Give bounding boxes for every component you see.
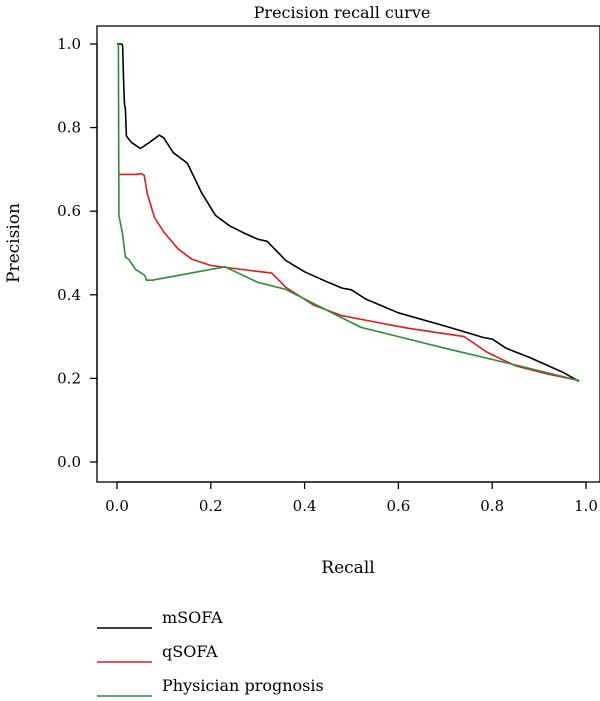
y-tick-label: 0.4 xyxy=(57,286,81,304)
x-tick-label: 0.0 xyxy=(105,497,129,515)
plot-border xyxy=(96,25,600,483)
x-tick-label: 0.6 xyxy=(386,497,410,515)
y-tick-label: 0.8 xyxy=(57,119,81,137)
series-layer xyxy=(117,43,580,382)
y-axis-title: Precision xyxy=(4,203,24,283)
x-axis-title: Recall xyxy=(321,558,374,578)
x-tick-label: 0.2 xyxy=(199,497,223,515)
series-line-qsofa xyxy=(118,172,580,382)
x-tick-label: 1.0 xyxy=(574,497,598,515)
y-tick-label: 1.0 xyxy=(57,35,81,53)
y-tick-label: 0.2 xyxy=(57,369,81,387)
x-tick-label: 0.8 xyxy=(480,497,504,515)
series-line-physician-prognosis xyxy=(117,43,580,382)
legend-label-qsofa: qSOFA xyxy=(162,642,218,661)
legend: mSOFA qSOFA Physician prognosis xyxy=(97,608,324,697)
series-line-msofa xyxy=(117,43,580,382)
chart-title: Precision recall curve xyxy=(254,3,431,22)
legend-label-msofa: mSOFA xyxy=(162,608,223,627)
x-axis: 0.0 0.2 0.4 0.6 0.8 1.0 xyxy=(105,481,598,515)
y-tick-label: 0.0 xyxy=(57,453,81,471)
y-axis: 0.0 0.2 0.4 0.6 0.8 1.0 xyxy=(57,35,98,471)
x-tick-label: 0.4 xyxy=(293,497,317,515)
plot-area xyxy=(96,25,600,483)
legend-label-physician-prognosis: Physician prognosis xyxy=(162,676,324,695)
y-tick-label: 0.6 xyxy=(57,202,81,220)
